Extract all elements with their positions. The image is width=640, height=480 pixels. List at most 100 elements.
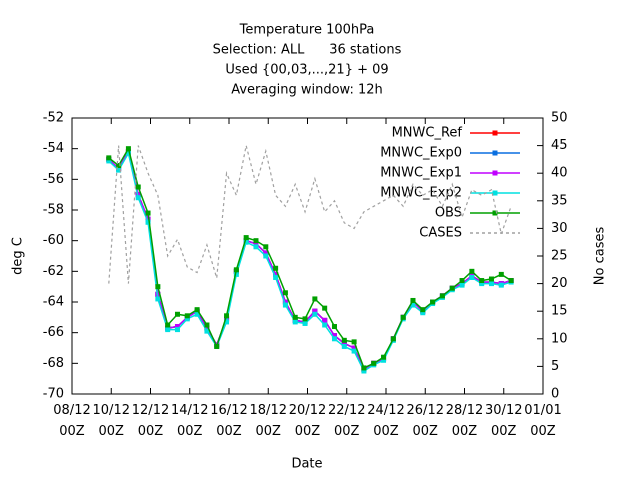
x-tick-label: 12/12 00Z — [131, 403, 170, 439]
legend-marker — [492, 210, 498, 216]
chart-subtitle: Selection: ALL 36 stations — [213, 43, 402, 58]
data-point — [371, 360, 377, 366]
x-tick-label: 18/12 00Z — [249, 403, 287, 439]
data-point — [263, 244, 269, 250]
data-point — [302, 320, 308, 326]
data-point — [459, 278, 465, 284]
data-point — [214, 343, 220, 349]
data-point — [155, 296, 161, 302]
y2-tick-label: 15 — [551, 304, 568, 319]
data-point — [165, 322, 171, 328]
data-point — [125, 146, 131, 152]
data-point — [381, 357, 387, 363]
data-point — [322, 317, 328, 323]
data-point — [312, 308, 318, 314]
chart-subtitle: Used {00,03,...,21} + 09 — [225, 63, 388, 78]
data-point — [430, 299, 436, 305]
data-point — [243, 239, 249, 245]
data-point — [253, 238, 259, 244]
data-point — [204, 328, 210, 334]
y-tick-label: -52 — [43, 111, 64, 126]
data-point — [135, 184, 141, 190]
x-tick-label: 08/12 00Z — [53, 403, 91, 439]
data-point — [174, 324, 180, 330]
chart-subtitle: Averaging window: 12h — [231, 83, 383, 98]
legend-label: MNWC_Ref — [392, 126, 463, 141]
y2-tick-label: 50 — [551, 111, 568, 126]
x-tick-label: 28/12 00Z — [445, 403, 484, 439]
data-point — [331, 333, 337, 339]
legend-label: MNWC_Exp1 — [380, 166, 462, 181]
data-point — [361, 365, 367, 371]
data-point — [224, 319, 230, 325]
data-point — [282, 302, 288, 308]
data-point — [498, 282, 504, 288]
data-point — [498, 271, 504, 277]
x-tick-label: 26/12 00Z — [406, 403, 444, 439]
data-point — [165, 327, 171, 333]
data-point — [390, 336, 396, 342]
data-point — [253, 244, 259, 250]
data-point — [508, 278, 514, 284]
y-tick-label: -70 — [43, 387, 64, 402]
legend-marker — [492, 170, 498, 176]
data-point — [184, 316, 190, 322]
data-point — [341, 340, 347, 346]
data-point — [420, 310, 426, 316]
data-point — [106, 155, 112, 161]
y-tick-label: -60 — [43, 233, 64, 248]
x-tick-label: 20/12 00Z — [288, 403, 327, 439]
data-point — [106, 158, 112, 164]
data-point — [125, 150, 131, 156]
x-axis-label: Date — [291, 457, 322, 472]
data-point — [439, 293, 445, 299]
data-point — [410, 297, 416, 303]
data-point — [410, 302, 416, 308]
y-tick-label: -58 — [43, 203, 64, 218]
y-tick-label: -64 — [43, 295, 64, 310]
data-point — [204, 322, 210, 328]
data-point — [135, 195, 141, 201]
data-point — [312, 296, 318, 302]
data-point — [282, 299, 288, 305]
legend-marker — [492, 190, 498, 196]
y2-tick-label: 35 — [551, 193, 568, 208]
legend-label: CASES — [419, 226, 462, 241]
data-point — [282, 290, 288, 296]
legend-marker — [492, 130, 498, 136]
data-point — [361, 368, 367, 374]
x-tick-label: 10/12 00Z — [92, 403, 130, 439]
data-point — [331, 336, 337, 342]
data-point — [312, 311, 318, 317]
y-axis-label: deg C — [11, 237, 26, 275]
data-point — [243, 235, 249, 241]
plot-frame — [71, 117, 544, 395]
data-point — [233, 267, 239, 273]
data-point — [145, 210, 151, 216]
series-line — [108, 145, 512, 284]
data-point — [488, 276, 494, 282]
y2-axis-label: No cases — [593, 227, 608, 286]
x-tick-label: 24/12 00Z — [367, 403, 405, 439]
data-point — [174, 327, 180, 333]
series-line — [108, 149, 512, 371]
data-point — [341, 337, 347, 343]
chart-title: Temperature 100hPa — [239, 23, 375, 38]
data-point — [400, 314, 406, 320]
data-point — [341, 343, 347, 349]
data-point — [322, 322, 328, 328]
x-tick-label: 22/12 00Z — [328, 403, 366, 439]
series-line — [108, 149, 512, 371]
y-tick-label: -56 — [43, 172, 64, 187]
legend-label: MNWC_Exp0 — [380, 146, 462, 161]
data-point — [351, 339, 357, 345]
data-point — [292, 314, 298, 320]
y2-tick-label: 30 — [551, 221, 568, 236]
y2-tick-label: 25 — [551, 249, 568, 264]
x-tick-label: 30/12 00Z — [485, 403, 523, 439]
data-point — [145, 216, 151, 222]
data-point — [273, 265, 279, 271]
data-point — [302, 316, 308, 322]
y-tick-label: -62 — [43, 264, 64, 279]
